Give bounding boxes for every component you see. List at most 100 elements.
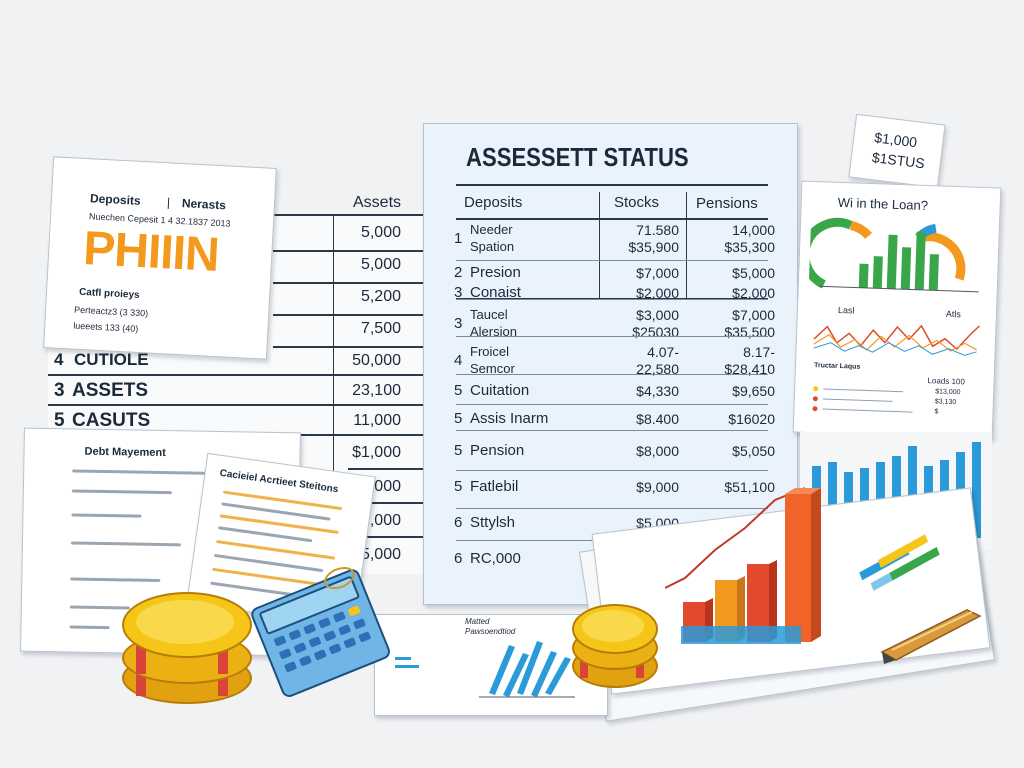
ledger-value: 11,000	[353, 412, 401, 429]
ledger-row-label: CASUTS	[72, 410, 151, 431]
ledger-row-num: 4	[54, 350, 64, 369]
ledger-value: 23,100	[352, 382, 401, 399]
3d-bar	[785, 494, 811, 642]
loan-sheet: Wi in the Loan? Lasl Atls Tructar Laqus …	[792, 180, 1002, 440]
row-number: 2	[454, 264, 463, 281]
pensions-value: $28,410	[724, 361, 775, 377]
loan-legend-title: Tructar Laqus	[813, 362, 861, 371]
loan-bar	[900, 247, 912, 290]
row-number: 4	[454, 352, 463, 369]
blue-bar	[972, 442, 981, 538]
row-number: 5	[454, 478, 463, 495]
3d-bar	[747, 564, 769, 642]
price-tag-line: $1,000	[873, 129, 919, 151]
stocks-value: $2,000	[636, 285, 679, 301]
row-number: 5	[454, 382, 463, 399]
stocks-value: $4,330	[636, 383, 679, 399]
bottom-chart-title: Pawsoendtiod	[465, 627, 516, 636]
ledger-value: 5,000	[360, 224, 401, 241]
paper-stack-top	[591, 487, 991, 695]
sheet-title: ASSESSETT STATUS	[466, 142, 689, 172]
row-number: 6	[454, 514, 463, 531]
ledger-value: $1,000	[352, 444, 401, 461]
row-label: Presion	[470, 264, 521, 281]
row-number: 3	[454, 284, 463, 301]
stocks-value: 22,580	[636, 361, 679, 377]
ledger-header: Assets	[353, 194, 402, 211]
pensions-value: 8.17-	[743, 344, 775, 360]
row-label: Semcor	[470, 361, 515, 376]
stocks-value: 4.07-	[647, 344, 679, 360]
donut-chart-icon	[808, 217, 979, 293]
debt-note-title: Debt Mayement	[84, 445, 166, 460]
bottom-chart-title: Matted	[465, 617, 490, 626]
row-label: RC,000	[470, 550, 521, 567]
loan-bar	[872, 256, 883, 289]
row-number: 1	[454, 230, 463, 247]
row-label: Alersion	[470, 324, 517, 339]
ledger-value: ,000	[369, 478, 401, 495]
pensions-value: $7,000	[732, 307, 775, 323]
stocks-value: $7,000	[636, 265, 679, 281]
pensions-value: $35,500	[724, 324, 775, 340]
row-label: Fatlebil	[470, 478, 519, 495]
loan-legend-item: $	[934, 408, 939, 416]
stamp-text: PHIIIN	[82, 222, 220, 283]
bar-chart-3d	[665, 487, 821, 644]
deposits-col1: Deposits	[89, 191, 142, 208]
bottom-chart-sheet: Matted Pawsoendtiod	[374, 614, 608, 716]
blue-bar	[828, 462, 837, 538]
deposits-col2: Nerasts	[181, 196, 227, 213]
row-label: Sttylsh	[470, 514, 516, 531]
pen-icon	[880, 609, 982, 664]
price-tag-line: $1STUS	[871, 149, 926, 172]
ledger-row-label: CUTIOLE	[74, 350, 149, 369]
pensions-value: $5,000	[732, 265, 775, 281]
row-number: 3	[454, 315, 463, 332]
pensions-value: $9,650	[732, 383, 775, 399]
pensions-value: $51,100	[724, 479, 775, 495]
stocks-value: $25030	[632, 324, 679, 340]
loan-chart-label: Lasl	[837, 304, 855, 316]
ledger-row-num: 5	[54, 410, 65, 431]
loan-legend-value: Loads 100	[927, 376, 966, 387]
row-number: 5	[454, 442, 463, 459]
stocks-value: $9,000	[636, 479, 679, 495]
pensions-value: $35,300	[724, 239, 775, 255]
coin-stack-icon	[572, 604, 658, 690]
loan-legend-item: $3,130	[934, 398, 957, 407]
loan-bar	[858, 263, 869, 288]
price-tag: $1,000 $1STUS	[848, 113, 946, 189]
stocks-value: $35,900	[628, 239, 679, 255]
column-header-deposits: Deposits	[464, 194, 523, 211]
row-number: 6	[454, 550, 463, 567]
deposits-note: Deposits | Nerasts Nuechen Cepesit 1 4 3…	[43, 156, 277, 360]
pensions-value: $16020	[728, 411, 775, 427]
stocks-value: 71.580	[636, 222, 679, 238]
draft-note-title: Cacieiel Acrtieet Steitons	[218, 467, 339, 496]
ledger-value: 5,000	[360, 256, 401, 273]
asset-status-sheet: ASSESSETT STATUS Deposits Stocks Pension…	[423, 123, 798, 605]
row-label: Assis Inarm	[470, 410, 549, 427]
loan-legend-item: $13,000	[935, 388, 961, 397]
row-label: Taucel	[470, 307, 508, 322]
stocks-value: $8.400	[636, 411, 679, 427]
ledger-row-num: 3	[54, 380, 65, 401]
deposits-line: Perteactz3 (3 330)	[73, 304, 149, 319]
row-label: Froicel	[470, 344, 510, 359]
column-header-pensions: Pensions	[696, 195, 758, 212]
deposits-caption: Catfl proieys	[78, 286, 140, 301]
loan-sheet-title: Wi in the Loan?	[837, 194, 929, 214]
row-label: Needer	[470, 222, 513, 237]
ledger-row-label: ASSETS	[72, 380, 149, 401]
row-label: Pension	[470, 442, 525, 459]
loan-bar	[886, 234, 898, 289]
ledger-value: 5,000	[360, 546, 401, 563]
pensions-value: $5,050	[732, 443, 775, 459]
row-label: Cuitation	[470, 382, 530, 399]
pensions-value: 14,000	[732, 222, 775, 238]
ledger-value: 50,000	[352, 352, 401, 369]
loan-chart-label: Atls	[945, 308, 962, 320]
pensions-value: $2,000	[732, 285, 775, 301]
small-bar-chart-icon	[859, 534, 940, 591]
